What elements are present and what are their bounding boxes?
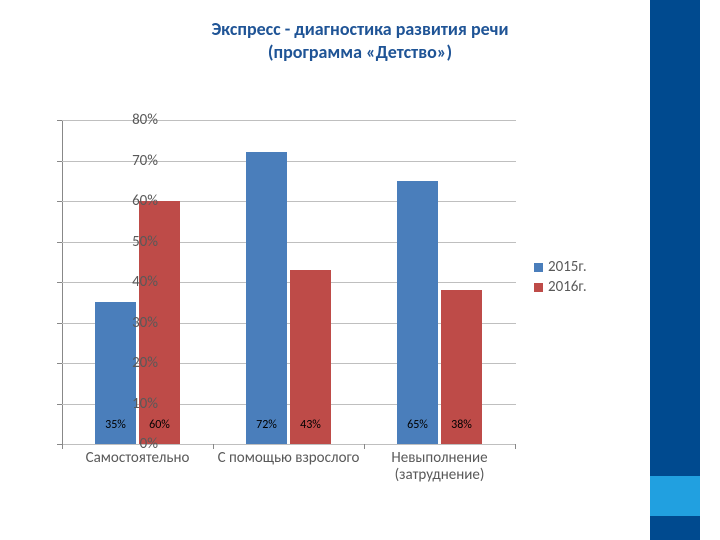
x-tick-mark	[364, 444, 365, 449]
x-tick-mark	[515, 444, 516, 449]
x-tick-mark	[62, 444, 63, 449]
y-tick-label: 40%	[118, 273, 158, 291]
y-tick-mark	[57, 161, 62, 162]
y-tick-mark	[57, 242, 62, 243]
legend: 2015г. 2016г.	[534, 256, 614, 298]
legend-item: 2016г.	[534, 278, 614, 296]
bar	[397, 181, 438, 444]
title-line-1: Экспресс - диагностика развития речи	[0, 18, 720, 41]
chart: 35%60%72%43%65%38% 2015г.2016г. 0%10%20%…	[14, 114, 620, 510]
y-tick-label: 30%	[118, 314, 158, 332]
bar-value-label: 72%	[246, 418, 287, 432]
y-tick-mark	[57, 363, 62, 364]
y-tick-label: 10%	[118, 395, 158, 413]
bar-value-label: 65%	[397, 418, 438, 432]
y-tick-mark	[57, 404, 62, 405]
bar-value-label: 60%	[139, 418, 180, 432]
legend-label: 2015г.	[548, 258, 587, 276]
title-line-2: (программа «Детство»)	[0, 41, 720, 64]
bar-value-label: 35%	[95, 418, 136, 432]
bar-value-label: 38%	[441, 418, 482, 432]
y-tick-label: 50%	[118, 233, 158, 251]
y-tick-mark	[57, 282, 62, 283]
bar-value-label: 43%	[290, 418, 331, 432]
side-accent	[650, 476, 700, 516]
y-tick-label: 80%	[118, 111, 158, 129]
y-tick-label: 60%	[118, 192, 158, 210]
side-stripe	[650, 0, 700, 540]
slide: Экспресс - диагностика развития речи (пр…	[0, 0, 720, 540]
category-label: Самостоятельно	[63, 450, 213, 467]
legend-swatch	[534, 263, 543, 272]
y-tick-label: 70%	[118, 152, 158, 170]
legend-item: 2015г.	[534, 258, 614, 276]
y-tick-mark	[57, 323, 62, 324]
page-title: Экспресс - диагностика развития речи (пр…	[0, 18, 720, 63]
y-tick-label: 20%	[118, 354, 158, 372]
legend-label: 2016г.	[548, 278, 587, 296]
legend-swatch	[534, 283, 543, 292]
x-tick-mark	[213, 444, 214, 449]
y-tick-mark	[57, 120, 62, 121]
bar	[246, 152, 287, 444]
y-tick-mark	[57, 201, 62, 202]
category-label: С помощью взрослого	[214, 450, 364, 467]
category-label: Невыполнение (затруднение)	[365, 450, 515, 485]
